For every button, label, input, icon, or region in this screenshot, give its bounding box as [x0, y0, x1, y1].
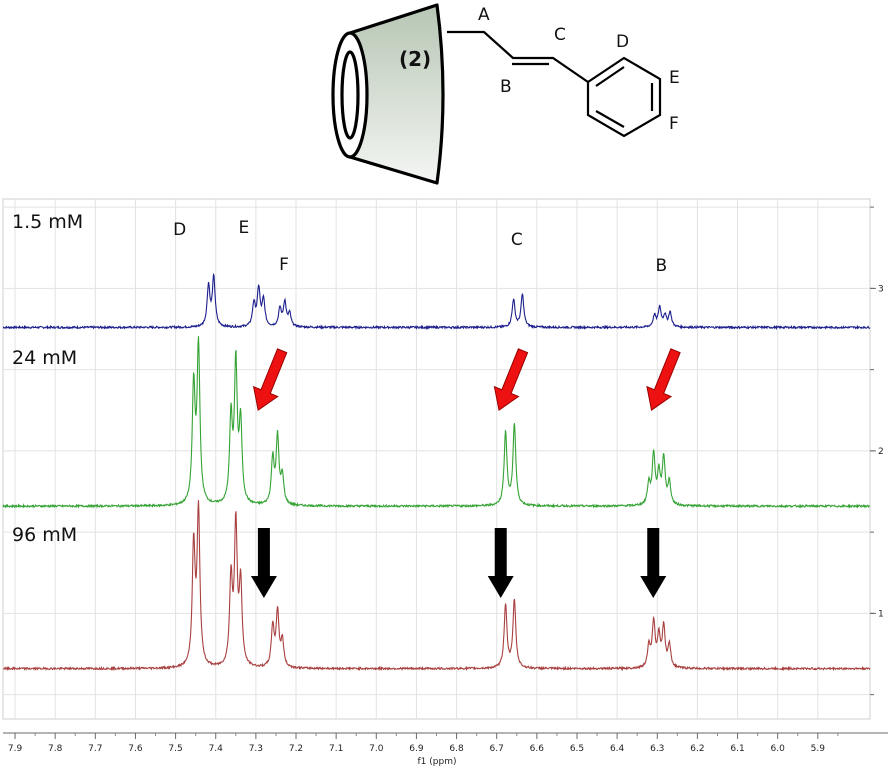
- red-arrow-shape: [252, 348, 288, 411]
- x-tick-label: 6.3: [650, 744, 664, 754]
- x-tick-label: 6.2: [690, 744, 704, 754]
- x-tick-label: 7.9: [8, 744, 23, 754]
- x-tick-label: 6.5: [570, 744, 584, 754]
- peak-label: C: [511, 230, 523, 250]
- spectrum-trace: [2, 336, 871, 509]
- cyclodextrin-label: (2): [399, 47, 431, 71]
- peak-label: E: [238, 218, 249, 238]
- plot-frame: [2, 198, 871, 720]
- x-tick-label: 7.1: [329, 744, 343, 754]
- y-axis: 1 2 3: [870, 206, 884, 696]
- spectra-traces: [2, 272, 871, 672]
- x-tick-label: 7.6: [128, 744, 143, 754]
- black-arrow-icon: [640, 528, 667, 598]
- x-tick-label: 7.2: [289, 744, 303, 754]
- x-tick-label: 6.0: [771, 744, 786, 754]
- x-tick-label: 7.0: [369, 744, 384, 754]
- atom-label-d: D: [616, 32, 629, 52]
- x-tick-label: 6.7: [490, 744, 504, 754]
- black-arrow-icon: [250, 528, 277, 598]
- black-arrow-shape: [640, 528, 667, 598]
- y-tick-label: 1: [878, 609, 884, 619]
- spectrum-trace: [2, 500, 871, 672]
- red-shift-arrow-icon: [646, 348, 681, 411]
- x-axis-label: f1 (ppm): [418, 757, 457, 767]
- y-tick-label: 2: [878, 447, 884, 457]
- shift-arrows: [250, 348, 681, 598]
- cyclodextrin-cavity-icon: [340, 50, 360, 140]
- red-arrow-shape: [646, 348, 681, 411]
- atom-label-f: F: [669, 114, 679, 134]
- atom-label-e: E: [669, 68, 680, 88]
- concentration-label: 1.5 mM: [12, 211, 83, 233]
- black-arrow-shape: [250, 528, 277, 598]
- x-tick-label: 6.1: [730, 744, 744, 754]
- x-tick-label: 6.6: [530, 744, 545, 754]
- x-tick-label: 7.5: [168, 744, 182, 754]
- concentration-label: 96 mM: [12, 524, 77, 546]
- x-tick-label: 7.7: [88, 744, 102, 754]
- x-tick-label: 6.9: [409, 744, 424, 754]
- red-shift-arrow-icon: [493, 348, 529, 411]
- x-axis-ticks: 7.9 7.8 7.7 7.6 7.5 7.4 7.3 7.2 7.1 7.0 6.9 6.8 6.7 6…: [8, 733, 839, 754]
- benzene-ring-icon: [586, 56, 662, 138]
- atom-label-c: C: [554, 25, 566, 45]
- black-arrow-icon: [487, 528, 514, 598]
- x-tick-label: 7.4: [209, 744, 224, 754]
- peak-labels: 1.5 mM D E F C B 24 mM 96 mM: [12, 211, 667, 546]
- peak-label: D: [173, 220, 186, 240]
- gridlines: [3, 199, 870, 719]
- atom-label-a: A: [478, 5, 490, 25]
- spectrum-panel: 1 2 3 1.5 mM D E F C B 24 mM 96 mM: [2, 198, 884, 720]
- atom-label-b: B: [500, 77, 512, 97]
- spectrum-trace: [2, 272, 871, 331]
- x-tick-label: 6.8: [449, 744, 464, 754]
- chemical-structure: (2) A B C D E F: [331, 3, 680, 185]
- benzene-double-bond-1: [595, 66, 625, 87]
- x-tick-label: 5.9: [811, 744, 826, 754]
- black-arrow-shape: [487, 528, 514, 598]
- red-shift-arrow-icon: [252, 348, 288, 411]
- x-tick-label: 7.8: [48, 744, 63, 754]
- peak-label: F: [279, 255, 289, 275]
- x-tick-label: 7.3: [249, 744, 263, 754]
- cyclodextrin-cone-icon: [348, 3, 445, 185]
- x-axis: 7.9 7.8 7.7 7.6 7.5 7.4 7.3 7.2 7.1 7.0 6.9 6.8 6.7 6…: [3, 732, 888, 767]
- cinnamyl-chain-icon: [447, 30, 589, 83]
- peak-label: B: [655, 256, 667, 276]
- concentration-label: 24 mM: [12, 347, 77, 369]
- red-arrow-shape: [493, 348, 529, 411]
- y-tick-label: 3: [878, 284, 884, 294]
- x-tick-label: 6.4: [610, 744, 625, 754]
- benzene-double-bond-3: [595, 110, 625, 128]
